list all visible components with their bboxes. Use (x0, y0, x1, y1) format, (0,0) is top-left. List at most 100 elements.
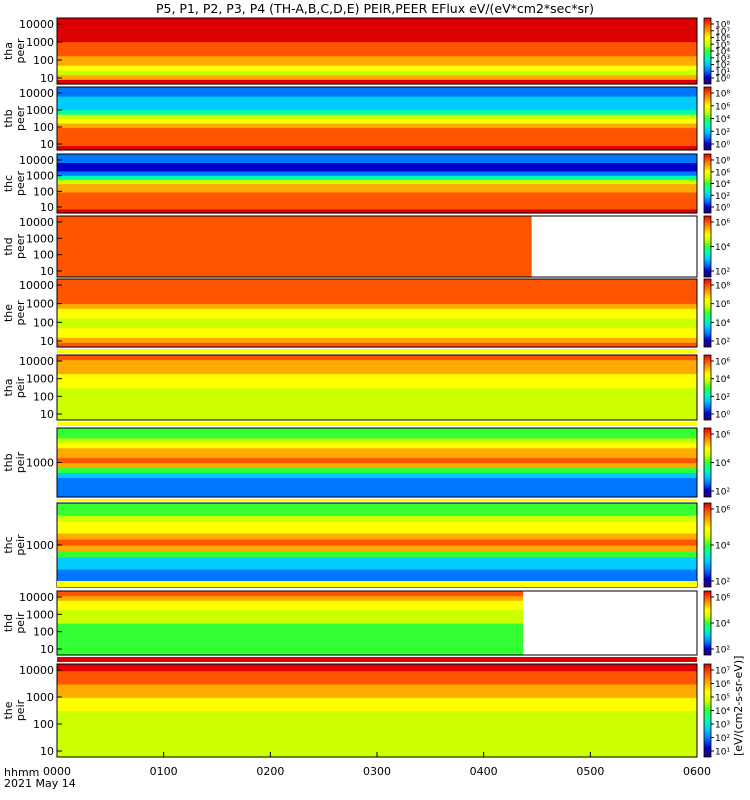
spectrogram-band (57, 503, 697, 510)
colorbar-tick-label: 10⁸ (715, 90, 730, 100)
spectrogram-band (57, 482, 697, 488)
spectrogram-band (57, 91, 697, 97)
y-tick-label: 100 (33, 249, 54, 262)
x-tick-label: 0200 (256, 765, 284, 778)
colorbar-tick-label: 10⁷ (715, 27, 730, 37)
colorbar (703, 278, 712, 348)
x-tick-label: 0600 (683, 765, 711, 778)
spectrogram-band (57, 690, 697, 698)
x-tick-label: 0500 (576, 765, 604, 778)
spectrogram-band (57, 557, 697, 564)
spectrogram-band (57, 428, 697, 434)
y-axis-label: peer (14, 234, 27, 260)
spectrogram-band (57, 487, 697, 493)
colorbar (703, 590, 712, 656)
spectrogram-band (57, 359, 697, 365)
y-tick-label: 10000 (19, 355, 54, 368)
spectrogram-band (57, 717, 697, 725)
spectrogram-band (57, 87, 697, 93)
spectrogram-band (57, 472, 697, 478)
colorbar-tick-label: 10⁶ (715, 168, 730, 178)
spectrogram-band (57, 313, 697, 319)
spectrogram-band (57, 303, 697, 309)
spectrogram-band (57, 645, 524, 652)
colorbar-tick-label: 10³ (715, 721, 730, 731)
panel-thd-peer: 10000 1000 100 10 thd peer 10⁶ 10⁴ 10² (2, 215, 730, 278)
status-strip (57, 499, 697, 501)
y-tick-label: 1000 (26, 539, 54, 552)
spectrogram-band (57, 136, 697, 142)
spectrogram-band (57, 317, 697, 324)
spectrogram-band (57, 166, 697, 172)
spectrogram-band (57, 683, 697, 692)
spectrogram-band (57, 191, 697, 197)
spectrogram-band (57, 170, 697, 176)
y-axis-label: the (2, 701, 15, 719)
spectrogram-band (57, 627, 524, 633)
y-axis-label: thb (2, 109, 15, 127)
colorbar-tick-label: 10⁶ (715, 680, 730, 690)
y-tick-label: 1000 (26, 691, 54, 704)
colorbar (703, 17, 712, 85)
spectrogram-band (57, 604, 524, 610)
y-tick-label: 1000 (26, 170, 54, 183)
spectrogram-band (57, 51, 697, 57)
y-tick-label: 100 (33, 316, 54, 329)
panel-thc-peir: 1000 thc peir 10⁶ 10⁴ 10² (2, 502, 730, 588)
panel-tha-peir: 10000 1000 100 10 tha peir 10⁶ 10⁴ 10² 10⁰ (2, 354, 730, 421)
spectrogram-band (57, 492, 697, 498)
y-tick-label: 10000 (19, 87, 54, 100)
colorbar-tick-label: 10² (715, 734, 730, 744)
status-strip (57, 657, 697, 662)
spectrogram-band (57, 100, 697, 106)
colorbar-tick-label: 10⁴ (715, 542, 730, 552)
spectrogram-band (57, 364, 697, 370)
y-axis-label: thd (2, 614, 15, 632)
y-axis-label: tha (2, 378, 15, 396)
colorbar-tick-label: 10⁴ (715, 48, 730, 58)
colorbar-tick-label: 10⁴ (715, 115, 730, 125)
y-tick-label: 10000 (19, 664, 54, 677)
spectrogram-band (57, 175, 697, 180)
status-strip (57, 422, 697, 426)
spectrogram-band (57, 467, 697, 473)
spectrogram-band (57, 32, 697, 38)
spectrogram-band (57, 224, 532, 230)
spectrogram-band (57, 298, 697, 304)
panel-the-peir: 10000 1000 100 10 the peir 10⁷ 10⁶ 10⁵ 10⁴ 10³ 10² 1… (2, 663, 730, 758)
y-tick-label: 1000 (26, 608, 54, 621)
spectrogram-band (57, 447, 697, 454)
spectrogram-band (57, 60, 697, 66)
spectrogram-band (57, 145, 697, 151)
panel-frame (56, 86, 698, 151)
y-tick-label: 10 (40, 138, 54, 151)
spectrogram-band (57, 396, 697, 403)
spectrogram-band (57, 437, 697, 444)
spectrogram-band (57, 457, 697, 464)
y-tick-label: 100 (33, 185, 54, 198)
spectrogram-band (57, 392, 697, 398)
spectrogram-band (57, 246, 532, 252)
colorbar-tick-label: 10⁴ (715, 620, 730, 630)
spectrogram-band (57, 162, 697, 168)
spectrogram-band (57, 368, 697, 375)
y-axis-label: tha (2, 42, 15, 60)
colorbar-tick-label: 10⁶ (715, 594, 730, 604)
spectrogram-band (57, 387, 697, 393)
spectrogram-band (57, 154, 697, 159)
colorbar-tick-label: 10² (715, 268, 730, 278)
colorbar-tick-label: 10⁸ (715, 282, 730, 292)
y-axis-label: thc (2, 536, 15, 553)
spectrogram-band (57, 237, 532, 243)
spectrogram-band (57, 109, 697, 115)
x-tick-label: 0000 (43, 765, 71, 778)
spectrogram-band (57, 618, 524, 624)
spectrogram-band (57, 521, 697, 528)
spectrogram-band (57, 96, 697, 102)
spectrogram-band (57, 406, 697, 412)
colorbar (703, 215, 712, 278)
y-axis-label: thd (2, 237, 15, 255)
spectrogram-band (57, 233, 532, 239)
spectrogram-band (57, 595, 524, 601)
